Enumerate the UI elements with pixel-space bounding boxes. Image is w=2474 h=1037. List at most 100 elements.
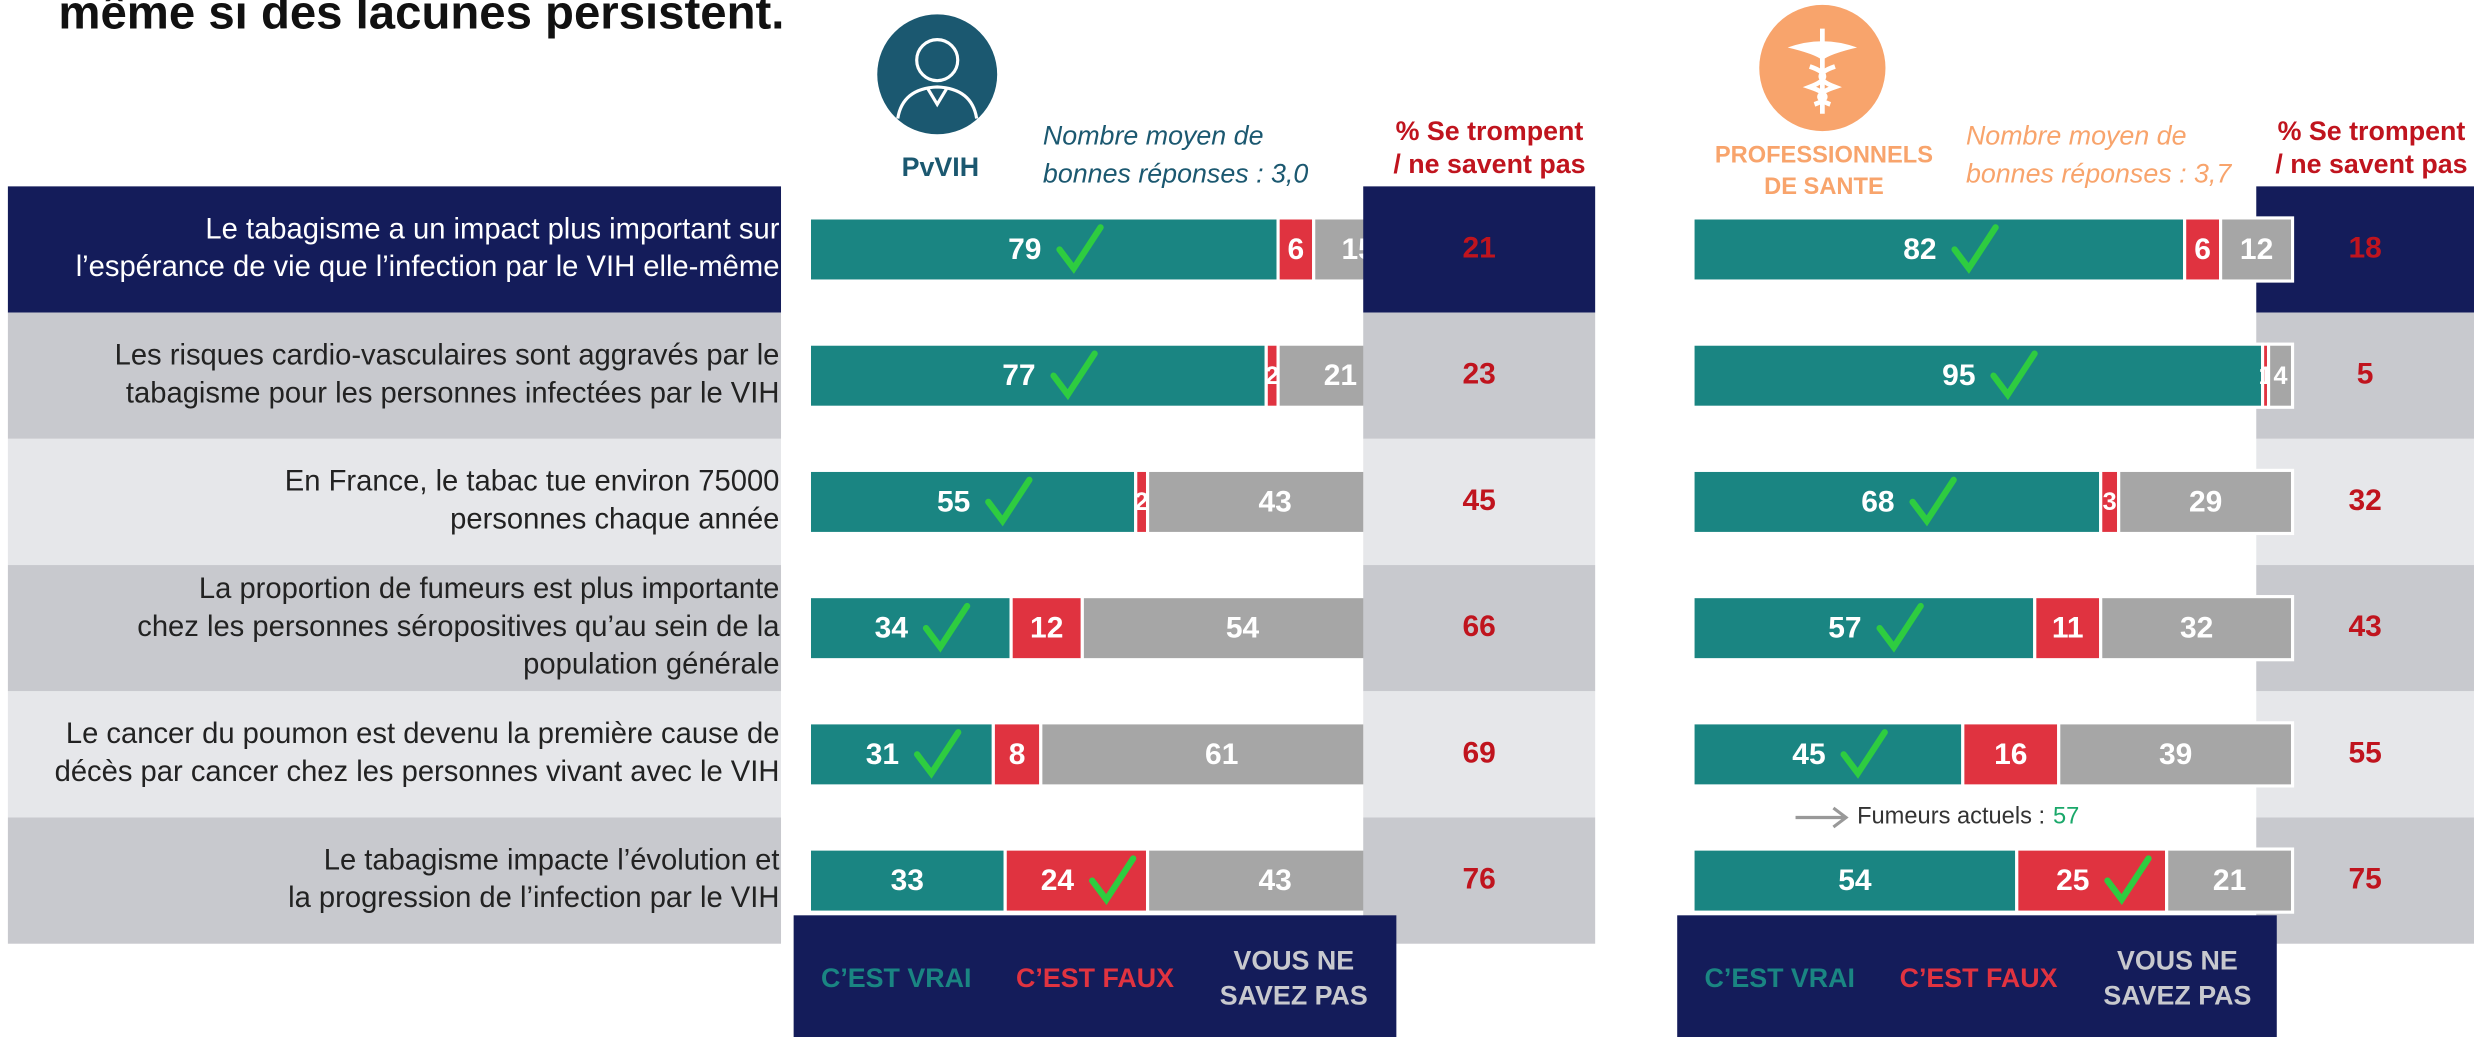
bar-value: 24 <box>1041 864 1075 897</box>
check-mark <box>1056 224 1104 274</box>
mean-score: Nombre moyen de <box>1043 121 1264 151</box>
wrong-value: 43 <box>2348 610 2381 643</box>
bar-segment <box>2219 216 2295 283</box>
bar-value: 6 <box>2194 233 2211 266</box>
statement: population générale <box>523 649 779 681</box>
legend-box <box>1677 915 2277 1037</box>
check-mark <box>1876 602 1924 653</box>
check-mark <box>985 476 1033 527</box>
annotation-value: 57 <box>2053 804 2079 830</box>
mean-score: Nombre moyen de <box>1966 121 2187 151</box>
wrong-cell <box>1363 691 1596 818</box>
wrong-value: 5 <box>2357 358 2374 391</box>
wrong-value: 18 <box>2348 231 2381 264</box>
mean-score: bonnes réponses : 3,0 <box>1043 158 1308 188</box>
bar-value: 4 <box>2274 362 2288 390</box>
bar-segment <box>1145 468 1405 536</box>
bar-value: 68 <box>1861 485 1894 518</box>
bar-segment <box>1691 595 2037 662</box>
wrong-cell <box>1363 438 1596 566</box>
wrong-value: 21 <box>1463 231 1496 264</box>
bar-segment <box>1691 847 2019 914</box>
bar-value: 33 <box>891 864 924 897</box>
statement: En France, le tabac tue environ 75000 <box>285 466 780 498</box>
wrong-value: 69 <box>1463 736 1496 769</box>
bar-value: 77 <box>1002 359 1035 392</box>
group-label: PROFESSIONNELS <box>1715 143 1933 169</box>
statement: tabagisme pour les personnes infectées p… <box>126 377 780 409</box>
check-mark <box>1089 855 1137 906</box>
wrong-value: 45 <box>1463 484 1496 517</box>
statement: Le tabagisme a un impact plus important … <box>205 213 779 245</box>
statement: la progression de l’infection par le VIH <box>288 882 779 914</box>
wrong-header: % Se trompent <box>2278 116 2466 146</box>
bar-value: 54 <box>1838 864 1872 897</box>
legend-entry: C’EST FAUX <box>1016 963 1174 993</box>
bar-value: 45 <box>1792 738 1825 771</box>
wrong-cell <box>1363 817 1596 944</box>
group-label: DE SANTE <box>1764 174 1884 200</box>
bar-segment <box>2117 468 2295 536</box>
annotation: Fumeurs actuels : 57 <box>1857 804 2079 830</box>
wrong-cell <box>1363 186 1596 313</box>
bar-value: 6 <box>1288 233 1305 266</box>
bar-segment <box>1009 595 1084 662</box>
wrong-header: % Se trompent <box>1396 116 1584 146</box>
check-mark <box>1050 350 1098 401</box>
bar-value: 34 <box>875 612 909 645</box>
check-mark <box>2104 855 2152 906</box>
bar-segment <box>807 847 1007 914</box>
bar-segment <box>1691 468 2103 536</box>
statement: La proportion de fumeurs est plus import… <box>199 573 780 605</box>
bar-value: 79 <box>1008 233 1041 266</box>
bar-segment <box>991 721 1043 788</box>
check-mark <box>1909 476 1957 527</box>
slide-title: même si des lacunes persistent. <box>58 0 784 39</box>
check-mark <box>913 729 962 779</box>
row-background <box>7 438 782 566</box>
row-background <box>7 691 782 818</box>
legend-entry: VOUS NE SAVEZ PAS <box>1220 946 1368 1011</box>
wrong-value: 32 <box>2348 484 2381 517</box>
bar-value: 31 <box>866 738 899 771</box>
check-mark <box>922 602 971 653</box>
bar-segment <box>1276 216 1316 283</box>
check-mark <box>1951 224 1999 274</box>
bar-value: 82 <box>1903 233 1936 266</box>
wrong-value: 55 <box>2348 736 2381 769</box>
row-background <box>7 565 782 692</box>
statement: l’espérance de vie que l’infection par l… <box>76 251 780 283</box>
bar-value: 16 <box>1994 738 2027 771</box>
bar-segment <box>807 216 1280 283</box>
statement: Le tabagisme impacte l’évolution et <box>324 844 780 876</box>
bar-segment <box>807 468 1138 536</box>
wrong-cell <box>1363 312 1596 439</box>
group-label: PvVIH <box>902 152 980 182</box>
legend-entry: C’EST VRAI <box>1705 963 1855 993</box>
bar-value: 11 <box>2052 612 2084 645</box>
bar-value: 95 <box>1942 359 1975 392</box>
bar-value: 55 <box>937 485 970 518</box>
bar-segment <box>807 342 1268 409</box>
bar-segment <box>2057 721 2295 788</box>
bar-segment <box>1003 847 1150 914</box>
bar-value: 21 <box>2213 864 2246 897</box>
row-background <box>7 817 782 944</box>
bar-value: 43 <box>1258 485 1291 518</box>
row-background <box>7 186 782 313</box>
bar-segment <box>1145 847 1405 914</box>
bar-value: 54 <box>1226 612 1260 645</box>
wrong-header: / ne savent pas <box>2275 149 2467 179</box>
bar-segment <box>1691 342 2265 409</box>
annotation-arrow <box>1795 806 1849 829</box>
wrong-cell <box>1363 565 1596 692</box>
bar-segment <box>2165 847 2295 914</box>
statement: décès par cancer chez les personnes viva… <box>55 756 780 788</box>
bar-value: 61 <box>1205 738 1238 771</box>
bar-value: 2 <box>1135 488 1149 516</box>
bar-value: 21 <box>1324 359 1357 392</box>
wrong-value: 76 <box>1463 863 1496 896</box>
wrong-value: 23 <box>1463 358 1496 391</box>
legend-entry: C’EST VRAI <box>821 963 971 993</box>
